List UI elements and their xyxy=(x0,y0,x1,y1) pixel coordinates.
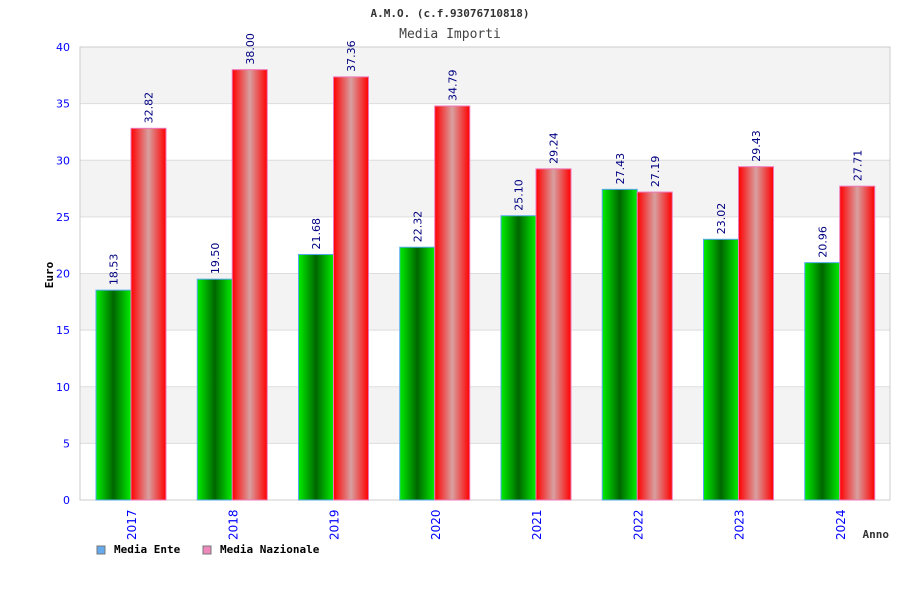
y-axis-label: Euro xyxy=(43,261,56,288)
chart-subtitle: Media Importi xyxy=(399,27,501,42)
bar-media-ente xyxy=(500,215,537,501)
x-axis-label: Anno xyxy=(863,528,890,541)
y-tick-label: 0 xyxy=(63,494,70,507)
x-tick-label: 2021 xyxy=(530,509,544,540)
data-label: 38.00 xyxy=(244,33,257,65)
data-label: 21.68 xyxy=(310,218,323,250)
bar-media-nazionale xyxy=(535,168,572,501)
bar-media-ente xyxy=(601,188,638,501)
y-tick-label: 40 xyxy=(56,41,70,54)
data-label: 29.43 xyxy=(750,130,763,162)
x-tick-label: 2019 xyxy=(328,509,342,540)
bar-media-nazionale xyxy=(636,191,673,501)
data-label: 23.02 xyxy=(715,203,728,235)
bar-media-nazionale xyxy=(434,105,471,501)
data-label: 27.71 xyxy=(851,150,864,182)
chart-title: A.M.O. (c.f.93076710818) xyxy=(371,7,530,20)
legend-swatch-media-ente xyxy=(96,545,106,555)
legend-swatch-media-nazionale xyxy=(202,545,212,555)
legend: Media Ente Media Nazionale xyxy=(96,543,320,556)
data-label: 34.79 xyxy=(446,70,459,102)
data-label: 22.32 xyxy=(411,211,424,243)
y-tick-label: 15 xyxy=(56,324,70,337)
bar-media-nazionale xyxy=(738,166,774,501)
bar-media-ente xyxy=(196,278,233,501)
data-label: 27.43 xyxy=(614,153,627,185)
bar-media-ente xyxy=(399,246,436,501)
bar-media-nazionale xyxy=(231,69,268,501)
bar-media-nazionale xyxy=(839,185,876,501)
y-tick-label: 30 xyxy=(56,154,70,167)
grid-band xyxy=(80,47,890,104)
bar-media-nazionale xyxy=(333,76,369,501)
legend-label-media-ente: Media Ente xyxy=(114,543,181,556)
plot-border xyxy=(79,46,891,501)
legend-label-media-nazionale: Media Nazionale xyxy=(220,543,320,556)
y-tick-label: 25 xyxy=(56,211,70,224)
x-tick-label: 2018 xyxy=(226,509,240,540)
bar-media-ente xyxy=(95,289,132,501)
x-tick-label: 2023 xyxy=(733,509,747,540)
x-tick-label: 2024 xyxy=(834,509,848,540)
x-tick-label: 2020 xyxy=(429,509,443,540)
data-label: 32.82 xyxy=(143,92,156,124)
data-label: 18.53 xyxy=(108,254,121,286)
data-label: 19.50 xyxy=(209,243,222,275)
data-label: 29.24 xyxy=(548,132,561,164)
data-label: 20.96 xyxy=(816,226,829,258)
data-label: 27.19 xyxy=(649,156,662,188)
bar-media-ente xyxy=(298,253,334,501)
data-label: 25.10 xyxy=(513,179,526,211)
data-label: 37.36 xyxy=(345,40,358,72)
bar-media-nazionale xyxy=(130,127,167,501)
y-tick-label: 20 xyxy=(56,268,70,281)
bar-media-ente xyxy=(703,238,739,501)
y-tick-label: 5 xyxy=(63,437,70,450)
bar-media-ente xyxy=(804,262,841,501)
grid-band xyxy=(80,103,890,161)
y-tick-label: 10 xyxy=(56,381,70,394)
y-tick-label: 35 xyxy=(56,98,70,111)
x-tick-label: 2022 xyxy=(631,509,645,540)
x-tick-label: 2017 xyxy=(125,509,139,540)
